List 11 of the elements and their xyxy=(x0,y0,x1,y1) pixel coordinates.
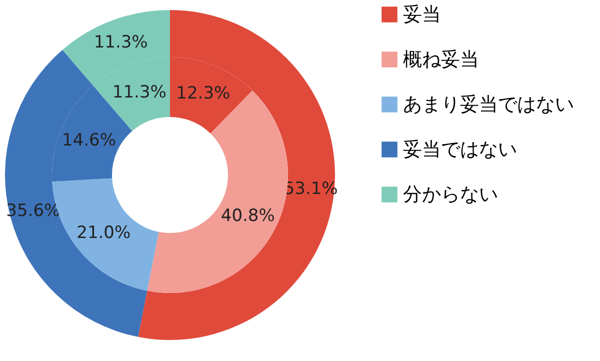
data-label: 21.0% xyxy=(76,222,131,243)
data-label: 40.8% xyxy=(220,206,275,226)
data-label: 14.6% xyxy=(62,130,116,151)
data-label: 11.3% xyxy=(94,32,148,52)
legend-label: 概ね妥当 xyxy=(403,48,479,70)
legend-label: あまり妥当ではない xyxy=(403,94,574,116)
legend-label: 妥当 xyxy=(403,4,441,26)
data-label: 12.3% xyxy=(176,83,230,104)
data-label: 11.3% xyxy=(112,82,166,102)
legend-label: 分からない xyxy=(403,184,498,206)
legend-label: 妥当ではない xyxy=(403,138,517,160)
